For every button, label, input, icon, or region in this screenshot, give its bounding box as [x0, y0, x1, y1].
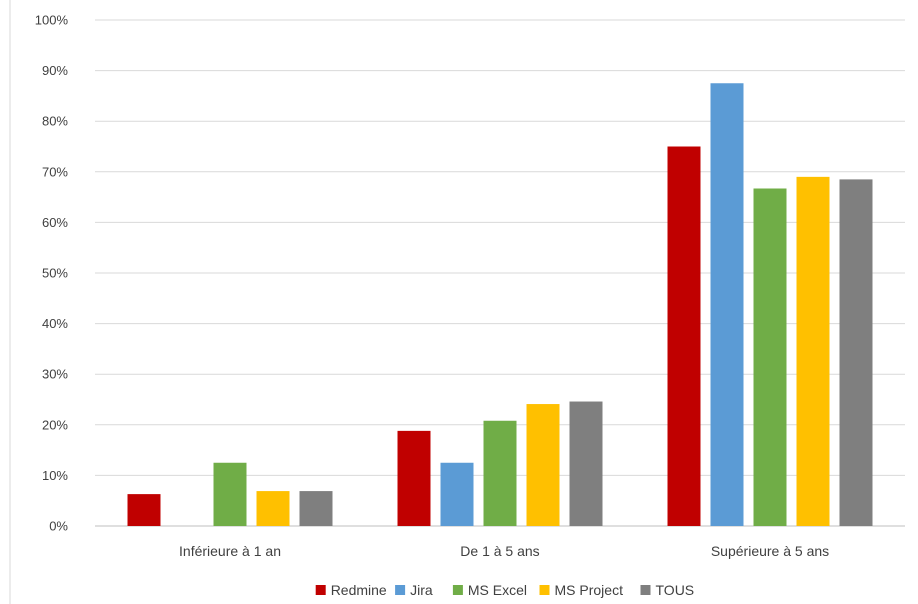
- bar-ms-project: [256, 491, 290, 526]
- bar-tous: [839, 179, 873, 526]
- x-category-label: De 1 à 5 ans: [460, 543, 539, 559]
- x-axis-category-labels: Inférieure à 1 an De 1 à 5 ans Supérieure …: [179, 543, 829, 559]
- y-tick-label: 50%: [42, 266, 68, 281]
- bar-ms-project: [526, 404, 560, 526]
- legend-item-tous: TOUS: [640, 582, 695, 598]
- y-tick-label: 30%: [42, 367, 68, 382]
- legend-item-ms-project: MS Project: [539, 582, 624, 598]
- legend-label: Redmine: [331, 582, 387, 598]
- y-tick-label: 60%: [42, 215, 68, 230]
- y-tick-label: 80%: [42, 114, 68, 129]
- legend-swatch: [539, 585, 550, 595]
- legend-item-ms-excel: MS Excel: [452, 582, 527, 598]
- bar-redmine: [397, 430, 431, 526]
- legend-swatch: [640, 585, 651, 595]
- legend-swatch: [395, 585, 406, 595]
- bar-ms-excel: [483, 420, 517, 526]
- y-axis-tick-labels: 0% 10% 20% 30% 40% 50% 60% 70% 80% 90% 100%: [35, 13, 69, 534]
- bar-ms-excel: [213, 462, 247, 526]
- legend-item-redmine: Redmine: [315, 582, 387, 598]
- legend-label: MS Excel: [468, 582, 527, 598]
- legend-label: MS Project: [555, 582, 624, 598]
- bar-tous: [299, 491, 333, 526]
- y-tick-label: 10%: [42, 468, 68, 483]
- y-tick-label: 0%: [49, 519, 68, 534]
- y-tick-label: 40%: [42, 316, 68, 331]
- y-tick-label: 20%: [42, 417, 68, 432]
- bar-ms-project: [796, 176, 830, 527]
- bar-redmine: [667, 146, 701, 526]
- y-tick-label: 90%: [42, 63, 68, 78]
- y-tick-label: 70%: [42, 164, 68, 179]
- legend-label: TOUS: [656, 582, 695, 598]
- bar-redmine: [127, 494, 161, 526]
- legend-item-jira: Jira: [395, 582, 433, 598]
- legend-swatch: [315, 585, 326, 595]
- bar-ms-excel: [753, 188, 787, 527]
- legend-label: Jira: [410, 582, 433, 598]
- bars: [127, 83, 873, 527]
- y-tick-label: 100%: [35, 13, 69, 28]
- bar-jira: [710, 83, 744, 526]
- legend: Redmine Jira MS Excel MS Project TOUS: [315, 582, 695, 598]
- x-category-label: Inférieure à 1 an: [179, 543, 281, 559]
- x-category-label: Supérieure à 5 ans: [711, 543, 829, 559]
- bar-tous: [569, 401, 603, 526]
- legend-swatch: [452, 585, 463, 595]
- bar-jira: [440, 462, 474, 526]
